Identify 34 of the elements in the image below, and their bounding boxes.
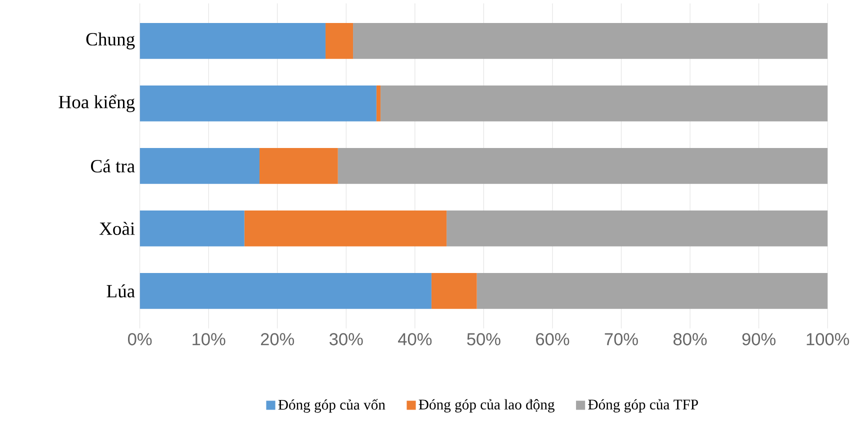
y-tick-label: Hoa kiểng [58, 94, 135, 112]
legend-label: Đóng góp của vốn [278, 398, 386, 413]
x-tick-label: 70% [604, 333, 638, 346]
legend-label: Đóng góp của TFP [588, 399, 698, 412]
bar [476, 272, 828, 309]
bar [259, 148, 338, 184]
x-tick-label: 20% [260, 333, 294, 346]
bar [380, 85, 828, 122]
bar [244, 210, 447, 246]
y-tick-label: Xoài [99, 222, 135, 235]
bar [338, 148, 828, 184]
bar [140, 148, 260, 184]
bar [140, 210, 244, 246]
bar [446, 210, 828, 246]
bar [140, 85, 376, 122]
bar [431, 272, 477, 309]
bar [140, 22, 326, 59]
x-tick-label: 100% [806, 333, 850, 346]
x-tick-label: 10% [192, 333, 226, 346]
y-tick-label: Cá tra [90, 159, 135, 172]
bar [326, 22, 354, 59]
bar [140, 272, 432, 309]
x-tick-label: 40% [398, 333, 432, 346]
y-tick-label: Chung [86, 32, 135, 50]
x-tick-label: 50% [467, 333, 500, 346]
bar [353, 22, 828, 59]
bar [376, 85, 381, 122]
x-tick-label: 90% [742, 333, 776, 346]
y-tick-label: Lúa [106, 284, 135, 298]
x-tick-label: 60% [536, 333, 570, 346]
x-tick-label: 30% [330, 333, 363, 346]
legend-label: Đóng góp của lao động [418, 399, 554, 412]
x-tick-label: 80% [674, 333, 707, 346]
x-tick-label: 0% [128, 333, 152, 346]
